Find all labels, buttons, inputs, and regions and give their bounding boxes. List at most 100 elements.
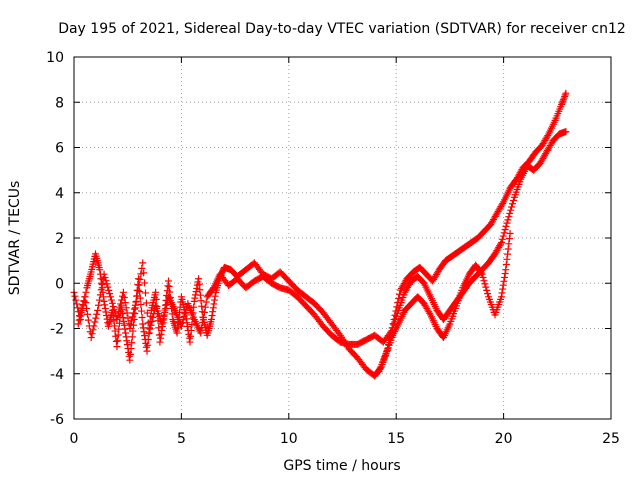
data-point-marker: [110, 306, 118, 314]
data-point-marker: [159, 316, 167, 324]
data-point-marker: [160, 312, 168, 320]
y-tick-label: 10: [46, 50, 64, 66]
data-point-marker: [483, 286, 491, 294]
data-point-marker: [211, 296, 219, 304]
data-point-marker: [504, 216, 512, 224]
series-trace-a: [70, 89, 570, 380]
data-point-marker: [506, 229, 514, 237]
data-point-marker: [83, 304, 91, 312]
data-point-marker: [101, 273, 109, 281]
data-point-marker: [504, 245, 512, 253]
data-point-marker: [559, 97, 567, 105]
data-point-marker: [190, 297, 198, 305]
data-point-marker: [102, 308, 110, 316]
data-point-marker: [502, 261, 510, 269]
data-point-marker: [121, 299, 129, 307]
data-point-marker: [118, 292, 126, 300]
data-point-marker: [84, 310, 92, 318]
data-point-marker: [152, 288, 160, 296]
y-tick-label: 8: [55, 95, 64, 111]
data-point-marker: [130, 305, 138, 313]
data-point-marker: [98, 281, 106, 289]
x-tick-label: 10: [280, 431, 298, 447]
data-point-marker: [498, 235, 506, 243]
data-point-marker: [503, 255, 511, 263]
data-point-marker: [498, 289, 506, 297]
data-point-marker: [181, 309, 189, 317]
data-point-marker: [114, 331, 122, 339]
y-axis-label: SDTVAR / TECUs: [7, 181, 23, 296]
data-point-marker: [161, 308, 169, 316]
data-point-marker: [111, 322, 119, 330]
data-point-marker: [117, 300, 125, 308]
data-point-marker: [147, 321, 155, 329]
data-point-marker: [88, 330, 96, 338]
data-point-marker: [120, 321, 128, 329]
data-point-marker: [97, 286, 105, 294]
data-point-marker: [187, 332, 195, 340]
data-point-marker: [103, 312, 111, 320]
data-point-marker: [119, 288, 127, 296]
data-point-marker: [110, 317, 118, 325]
series-trace-b: [74, 128, 570, 348]
data-point-marker: [133, 292, 141, 300]
data-point-marker: [106, 290, 114, 298]
data-point-marker: [209, 304, 217, 312]
data-point-marker: [480, 277, 488, 285]
chart-title: Day 195 of 2021, Sidereal Day-to-day VTE…: [58, 21, 626, 37]
data-point-marker: [208, 312, 216, 320]
data-point-marker: [128, 317, 136, 325]
data-point-marker: [148, 317, 156, 325]
data-point-marker: [178, 319, 186, 327]
data-point-marker: [114, 337, 122, 345]
data-point-marker: [158, 326, 166, 334]
tick-layer: 0 5 10 15 20 25 -6 -4 -2 0 2 4 6 8 10: [46, 50, 620, 447]
data-point-marker: [509, 197, 517, 205]
data-point-marker: [127, 345, 135, 353]
data-point-marker: [137, 301, 145, 309]
data-point-marker: [561, 92, 569, 100]
data-point-marker: [426, 309, 434, 317]
data-point-marker: [84, 316, 92, 324]
data-point-marker: [135, 281, 143, 289]
y-tick-label: 4: [55, 186, 64, 202]
data-point-marker: [164, 282, 172, 290]
data-point-marker: [191, 294, 199, 302]
x-tick-label: 5: [177, 431, 186, 447]
data-point-marker: [115, 308, 123, 316]
data-point-marker: [134, 275, 142, 283]
data-point-marker: [482, 283, 490, 291]
data-point-marker: [561, 91, 569, 99]
data-point-marker: [122, 304, 130, 312]
data-point-marker: [197, 329, 205, 337]
data-point-marker: [92, 314, 100, 322]
data-point-marker: [179, 316, 187, 324]
data-point-marker: [114, 312, 122, 320]
data-point-marker: [72, 296, 80, 304]
data-point-marker: [558, 99, 566, 107]
data-point-marker: [123, 309, 131, 317]
data-point-marker: [95, 301, 103, 309]
data-point-marker: [505, 240, 513, 248]
data-point-marker: [180, 313, 188, 321]
data-point-marker: [200, 308, 208, 316]
data-point-marker: [71, 292, 79, 300]
data-point-marker: [174, 324, 182, 332]
y-tick-label: -2: [50, 322, 64, 338]
data-point-marker: [126, 350, 134, 358]
data-point-marker: [477, 269, 485, 277]
data-point-marker: [142, 299, 150, 307]
data-point-marker: [96, 291, 104, 299]
data-point-marker: [177, 322, 185, 330]
data-point-marker: [165, 282, 173, 290]
data-point-marker: [184, 323, 192, 331]
data-point-marker: [478, 270, 486, 278]
data-point-marker: [100, 270, 108, 278]
data-point-marker: [104, 283, 112, 291]
data-point-marker: [484, 290, 492, 298]
data-point-marker: [139, 320, 147, 328]
data-point-marker: [210, 300, 218, 308]
data-point-marker: [499, 199, 507, 207]
data-layer: [70, 89, 570, 380]
data-point-marker: [508, 203, 516, 211]
